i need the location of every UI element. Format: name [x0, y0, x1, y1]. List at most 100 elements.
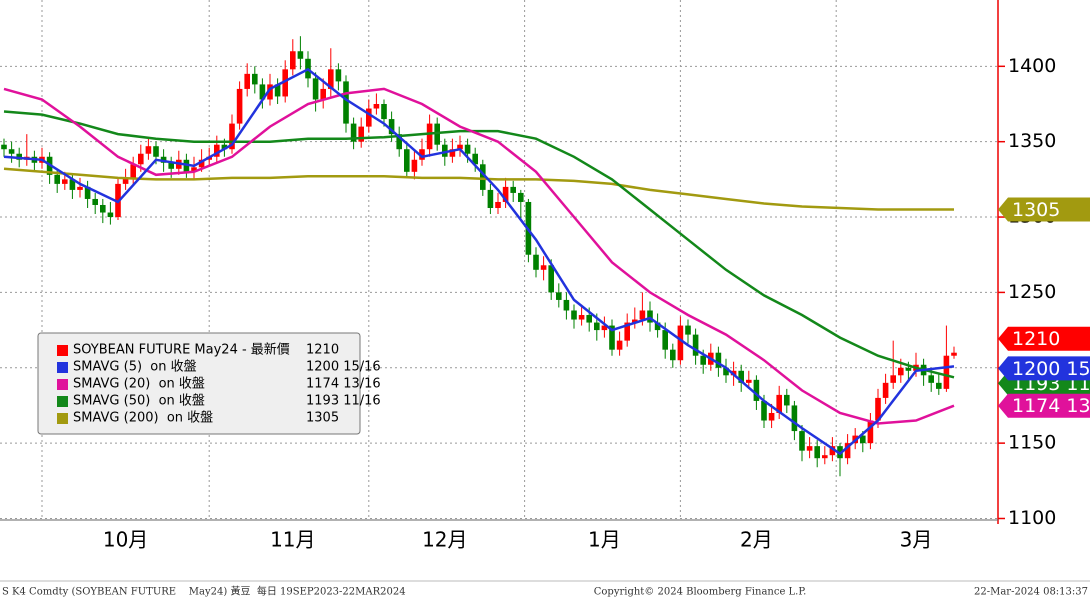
candle-body	[426, 123, 433, 150]
legend-value: 1210	[306, 343, 339, 358]
y-tick-label: 1150	[1008, 432, 1056, 454]
candle-body	[495, 201, 501, 208]
candle-body	[882, 382, 889, 398]
candle-body	[1, 144, 7, 150]
value-tag-label: 1210	[1012, 328, 1060, 350]
candle-body	[502, 186, 509, 202]
candle-body	[768, 412, 775, 421]
footer-center: Copyright© 2024 Bloomberg Finance L.P.	[594, 587, 807, 598]
candle-body	[358, 126, 364, 142]
candle-body	[746, 379, 752, 383]
x-tick-label: 10月	[103, 528, 148, 552]
x-tick-label: 3月	[900, 528, 933, 552]
candle-body	[138, 153, 144, 165]
candle-body	[662, 330, 668, 350]
legend-value: 1174 13/16	[306, 377, 381, 392]
candle-body	[533, 254, 539, 270]
candle-body	[130, 164, 136, 178]
candle-body	[624, 322, 630, 341]
candle-body	[62, 179, 68, 184]
legend-box	[37, 332, 361, 435]
legend-value: 1305	[306, 411, 339, 426]
candle-body	[943, 355, 950, 389]
candle-body	[457, 144, 463, 150]
footer-left: S K4 Comdty (SOYBEAN FUTURE May24) 黃豆 每日…	[2, 585, 406, 598]
value-tag-box	[998, 326, 1090, 351]
candle-body	[875, 397, 881, 421]
candle-body	[77, 186, 83, 190]
legend-label: SMAVG (50) on 收盤	[73, 394, 205, 409]
candle-body	[153, 146, 159, 157]
candle-body	[784, 394, 790, 406]
candle-body	[107, 212, 114, 218]
candle-body	[449, 149, 456, 157]
candle-body	[700, 355, 706, 365]
candle-body	[84, 186, 91, 199]
candle-body	[715, 352, 722, 368]
candle-body	[609, 325, 615, 350]
legend-value: 1193 11/16	[306, 394, 381, 409]
candle-body	[723, 367, 729, 376]
candle-body	[229, 123, 235, 150]
candle-body	[198, 159, 205, 168]
candle-body	[799, 431, 805, 451]
value-tag: 1305	[998, 197, 1090, 222]
candle-body	[122, 177, 129, 184]
candle-body	[571, 310, 577, 320]
candle-body	[518, 192, 524, 202]
candle-body	[464, 144, 471, 154]
candle-body	[844, 443, 851, 459]
candle-body	[274, 84, 281, 97]
value-tag-box	[998, 197, 1090, 222]
x-tick-label: 11月	[270, 528, 315, 552]
candle-body	[829, 446, 836, 456]
value-tag: 1210	[998, 326, 1090, 351]
value-tag-box	[998, 356, 1090, 381]
candle-body	[350, 123, 357, 142]
legend-value: 1200 15/16	[306, 360, 381, 375]
candle-body	[168, 162, 174, 169]
candle-body	[259, 84, 266, 100]
x-tick-label: 1月	[588, 528, 621, 552]
value-tag-box	[998, 393, 1090, 418]
candle-body	[252, 73, 258, 85]
candle-body	[145, 146, 152, 154]
candle-body	[396, 134, 402, 150]
candle-body	[647, 310, 653, 323]
candle-body	[677, 325, 684, 361]
candle-body	[685, 325, 691, 335]
ma-line	[3, 167, 954, 211]
plot-area	[0, 0, 998, 520]
legend-label: SOYBEAN FUTURE May24 - 最新價	[73, 342, 290, 358]
candle-body	[54, 174, 60, 184]
candle-body	[191, 167, 197, 172]
candle-body	[442, 144, 448, 157]
candle-body	[100, 204, 106, 213]
y-tick-label: 1100	[1008, 507, 1056, 529]
candle-body	[814, 446, 820, 459]
candle-body	[510, 186, 516, 193]
candle-body	[867, 420, 874, 444]
candle-body	[670, 349, 676, 361]
legend-label: SMAVG (200) on 收盤	[73, 411, 213, 426]
value-tag-label: 1305	[1012, 199, 1060, 221]
ma-line	[3, 110, 955, 379]
candle-body	[928, 375, 934, 383]
candle-body	[320, 88, 326, 100]
candle-body	[632, 319, 638, 323]
footer-right: 22-Mar-2024 08:13:37	[974, 587, 1088, 598]
candle-body	[335, 69, 342, 82]
candle-body	[753, 379, 760, 401]
candle-body	[860, 435, 866, 444]
candle-body	[936, 382, 942, 389]
value-tag: 1200 15/16	[998, 356, 1090, 381]
candle-body	[556, 292, 562, 300]
candle-body	[654, 322, 661, 331]
x-tick-label: 12月	[422, 528, 467, 552]
legend-swatch	[57, 396, 68, 407]
candle-body	[905, 367, 912, 371]
candle-body	[366, 108, 372, 127]
value-tag-label: 1174 13/16	[1012, 395, 1090, 417]
